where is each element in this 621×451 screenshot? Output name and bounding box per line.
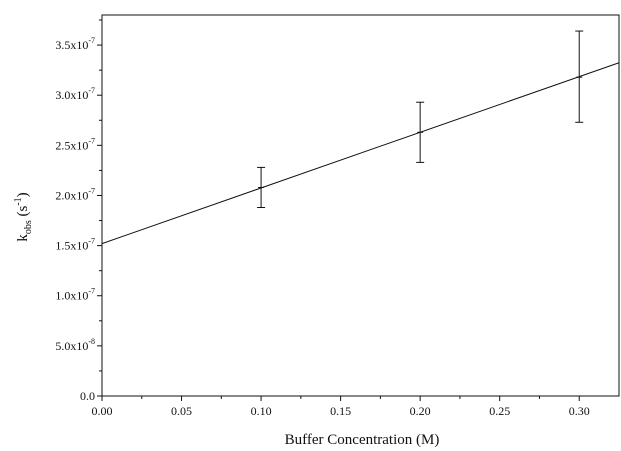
x-tick-label: 0.20 xyxy=(410,404,431,418)
y-axis-title-unit-close: ) xyxy=(15,192,31,197)
y-tick-exponent: -8 xyxy=(88,337,95,346)
y-tick-exponent: -7 xyxy=(88,186,95,195)
y-tick-mantissa: 1.5x10 xyxy=(55,239,88,253)
y-tick-label: 2.0x10-7 xyxy=(55,186,95,202)
fit-line-group xyxy=(101,62,620,245)
y-tick-mantissa: 3.5x10 xyxy=(55,38,88,52)
y-tick-label: 1.5x10-7 xyxy=(55,237,95,253)
data-point xyxy=(257,166,266,209)
error-bars xyxy=(257,30,584,209)
y-axis-title-unit-open: (s xyxy=(15,206,31,221)
x-tick-label: 0.15 xyxy=(330,404,351,418)
y-axis-ticks: 0.05.0x10-81.0x10-71.5x10-72.0x10-72.5x1… xyxy=(55,19,102,403)
y-tick-label: 3.5x10-7 xyxy=(55,36,95,52)
y-tick-label: 0.0 xyxy=(80,389,95,403)
y-tick-exponent: -7 xyxy=(88,86,95,95)
data-point xyxy=(575,30,584,123)
y-tick-mantissa: 1.0x10 xyxy=(55,289,88,303)
x-tick-label: 0.25 xyxy=(489,404,510,418)
y-axis-title-subscript: obs xyxy=(23,220,34,234)
x-tick-label: 0.30 xyxy=(569,404,590,418)
y-tick-exponent: -7 xyxy=(88,36,95,45)
y-tick-mantissa: 2.5x10 xyxy=(55,138,88,152)
x-axis-title: Buffer Concentration (M) xyxy=(285,432,440,448)
y-tick-mantissa: 0.0 xyxy=(80,389,95,403)
x-axis-ticks: 0.00 0.05 0.10 0.15 0.20 0.25 0.30 xyxy=(92,396,590,418)
y-tick-label: 2.5x10-7 xyxy=(55,136,95,152)
y-tick-label: 1.0x10-7 xyxy=(55,287,95,303)
fit-line xyxy=(101,62,620,245)
y-axis-title: kobs (s-1) xyxy=(13,192,34,241)
y-tick-mantissa: 3.0x10 xyxy=(55,88,88,102)
data-point xyxy=(416,101,425,163)
y-tick-label: 5.0x10-8 xyxy=(55,337,95,353)
x-tick-label: 0.05 xyxy=(171,404,192,418)
y-tick-mantissa: 2.0x10 xyxy=(55,188,88,202)
y-tick-label: 3.0x10-7 xyxy=(55,86,95,102)
y-tick-exponent: -7 xyxy=(88,136,95,145)
y-axis-title-unit-sup: -1 xyxy=(13,197,24,205)
y-axis-title-base: k xyxy=(15,234,31,242)
plot-border xyxy=(101,14,620,397)
y-tick-exponent: -7 xyxy=(88,287,95,296)
y-tick-exponent: -7 xyxy=(88,237,95,246)
x-tick-label: 0.10 xyxy=(251,404,272,418)
x-tick-label: 0.00 xyxy=(92,404,113,418)
y-tick-mantissa: 5.0x10 xyxy=(55,339,88,353)
plot-frame xyxy=(101,14,620,397)
